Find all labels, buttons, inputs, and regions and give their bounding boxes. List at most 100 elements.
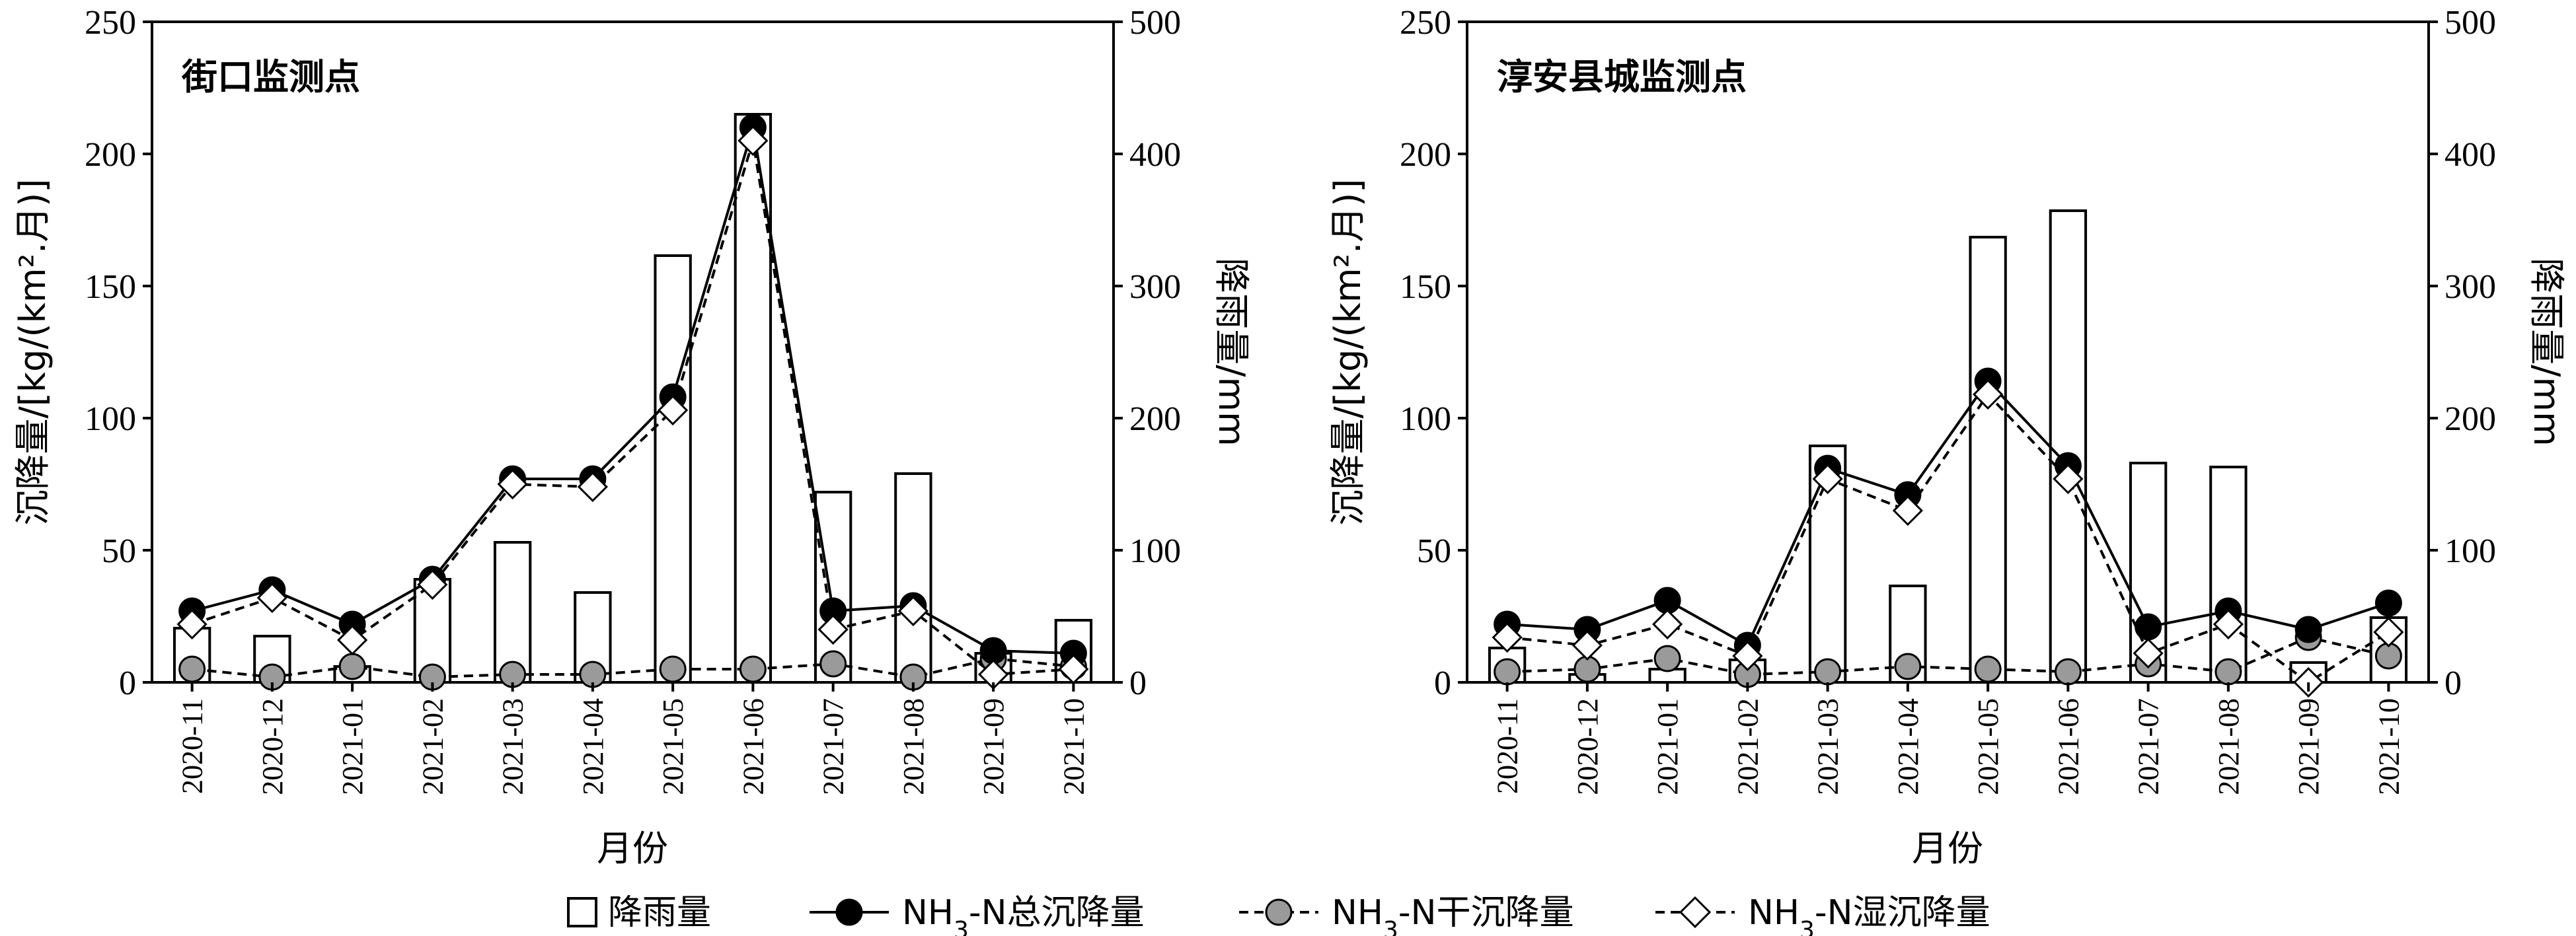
- x-tick-label: 2020-12: [1572, 698, 1604, 795]
- x-tick-label: 2021-10: [1057, 698, 1090, 795]
- legend-total-sub: 3: [954, 917, 969, 936]
- rainfall-bars: [172, 113, 1093, 684]
- y-tick-label-right: 500: [1129, 4, 1181, 42]
- wet-deposition-point: [1492, 622, 1523, 653]
- panel-jiekou: 0 50 100 150 200 250 0 100 200 300 400 500 2020-11 20…: [12, 4, 1252, 869]
- wet-deposition-point: [1732, 640, 1763, 672]
- y-tick-label-left: 100: [85, 400, 136, 438]
- total-deposition-line: [192, 127, 1074, 655]
- y-tick-label-right: 400: [2444, 136, 2496, 174]
- dry-deposition-point: [338, 653, 366, 680]
- y-tick-label-left: 250: [85, 4, 136, 42]
- dry-deposition-point: [178, 655, 206, 683]
- x-tick-label: 2021-08: [897, 698, 930, 795]
- wet-deposition-point: [176, 608, 208, 640]
- wet-deposition-point: [1892, 495, 1923, 526]
- x-tick-label: 2021-10: [2372, 698, 2405, 795]
- dry-deposition-point: [2215, 658, 2242, 686]
- x-tick-label: 2021-01: [1651, 698, 1684, 795]
- wet-deposition-point: [2133, 637, 2164, 669]
- x-tick-label: 2021-05: [657, 698, 689, 795]
- x-tick-label: 2021-04: [1892, 698, 1924, 795]
- series-lines: [1507, 378, 2390, 684]
- y-tick-label-right: 400: [1129, 136, 1181, 174]
- legend-swatch-rainfall: [567, 897, 597, 927]
- y-tick-label-left: 250: [1400, 4, 1451, 42]
- y-tick-label-left: 0: [119, 665, 136, 702]
- dry-deposition-point: [739, 655, 767, 683]
- rainfall-bar: [654, 254, 692, 684]
- wet-deposition-point: [2373, 616, 2404, 648]
- dry-deposition-point: [1494, 658, 1521, 686]
- axis-ticks: 0 50 100 150 200 250 0 100 200 300 400 500 2020-11 20…: [1400, 4, 2496, 795]
- series-markers: [176, 114, 1089, 691]
- wet-deposition-point: [1812, 463, 1843, 495]
- x-tick-label: 2021-03: [1812, 698, 1844, 795]
- dry-deposition-point: [2054, 658, 2082, 686]
- x-tick-label: 2020-12: [256, 698, 289, 795]
- x-tick-label: 2021-02: [416, 698, 449, 795]
- rainfall-bar: [894, 472, 932, 684]
- series-lines: [191, 127, 1074, 679]
- wet-deposition-line: [1507, 392, 2390, 684]
- wet-deposition-point: [577, 471, 608, 503]
- y-tick-label-left: 150: [1400, 268, 1451, 306]
- legend-marker-dry: [1265, 898, 1293, 926]
- x-axis-label: 月份: [1912, 828, 1983, 869]
- y-tick-label-left: 150: [85, 268, 136, 306]
- x-tick-label: 2021-05: [1972, 698, 2004, 795]
- dry-deposition-point: [1974, 655, 2002, 683]
- legend-wet-prefix: NH: [1748, 893, 1799, 933]
- dry-deposition-line: [192, 657, 1074, 679]
- y-tick-label-left: 50: [1417, 532, 1451, 570]
- y-tick-label-right: 100: [1129, 532, 1181, 570]
- legend-wet-sub: 3: [1799, 917, 1815, 936]
- wet-deposition-point: [738, 125, 769, 157]
- wet-deposition-line: [191, 140, 1074, 676]
- dry-deposition-point: [659, 655, 687, 683]
- y-tick-label-right: 200: [1129, 400, 1181, 438]
- dry-deposition-point: [1653, 645, 1681, 672]
- y-tick-label-right: 0: [1129, 665, 1147, 702]
- wet-deposition-point: [2213, 608, 2244, 640]
- panel-chunan: 0 50 100 150 200 250 0 100 200 300 400 500 2020-11 20…: [1327, 4, 2567, 869]
- series-markers: [1492, 367, 2404, 698]
- axis-ticks: 0 50 100 150 200 250 0 100 200 300 400 500 2020-11 20…: [85, 4, 1181, 795]
- y-axis-label-right: 降雨量/mm: [1211, 258, 1252, 446]
- y-tick-label-right: 300: [1129, 268, 1181, 306]
- wet-deposition-point: [658, 394, 689, 426]
- x-tick-label: 2021-08: [2213, 698, 2245, 795]
- wet-deposition-point: [817, 614, 849, 645]
- panel-title: 淳安县城监测点: [1497, 56, 1747, 98]
- y-tick-label-right: 100: [2444, 532, 2496, 570]
- y-axis-label-left: 沉降量/[kg/(km².月)]: [12, 179, 54, 526]
- x-tick-label: 2021-04: [577, 698, 609, 795]
- legend-wet-suffix: -N湿沉降量: [1815, 893, 1990, 933]
- plot-frame: [1466, 20, 2430, 684]
- legend-marker-wet: [1679, 896, 1712, 929]
- x-tick-label: 2020-11: [1492, 698, 1524, 794]
- legend-label-total: NH3-N总沉降量: [902, 893, 1145, 936]
- dry-deposition-point: [1814, 658, 1842, 686]
- wet-deposition-point: [1572, 630, 1603, 661]
- x-tick-label: 2021-09: [977, 698, 1010, 795]
- y-tick-label-left: 0: [1434, 665, 1451, 702]
- plot-frame: [151, 20, 1115, 684]
- x-tick-label: 2021-06: [2052, 698, 2084, 795]
- legend-label-dry: NH3-N干沉降量: [1332, 893, 1574, 936]
- legend-total-prefix: NH: [902, 893, 954, 933]
- legend-marker-total: [835, 898, 863, 926]
- y-tick-label-right: 0: [2444, 665, 2462, 702]
- wet-deposition-point: [337, 624, 368, 656]
- x-tick-label: 2021-02: [1731, 698, 1764, 795]
- y-tick-label-left: 200: [85, 136, 136, 174]
- x-tick-label: 2021-01: [336, 698, 369, 795]
- rainfall-bar: [1969, 236, 2007, 684]
- dry-deposition-point: [819, 650, 847, 678]
- wet-deposition-point: [497, 468, 528, 500]
- x-tick-label: 2021-09: [2292, 698, 2325, 795]
- y-tick-label-left: 100: [1400, 400, 1451, 438]
- wet-deposition-point: [1973, 378, 2004, 410]
- legend-dry-suffix: -N干沉降量: [1398, 893, 1574, 933]
- wet-deposition-point: [1652, 608, 1683, 640]
